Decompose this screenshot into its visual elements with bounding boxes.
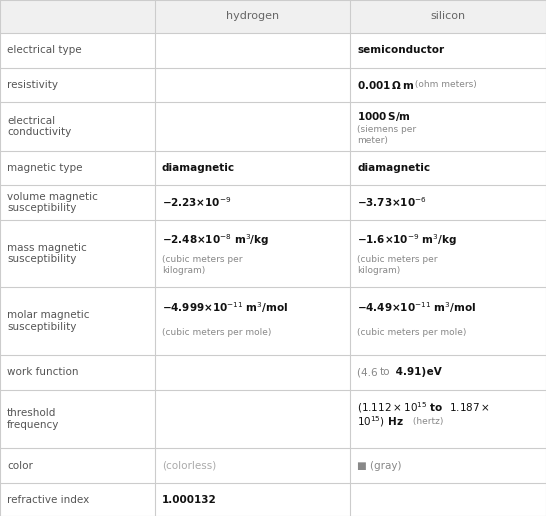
Text: ■ (gray): ■ (gray) <box>357 461 401 471</box>
Text: electrical
conductivity: electrical conductivity <box>7 116 71 137</box>
Text: color: color <box>7 461 33 471</box>
Text: work function: work function <box>7 367 79 377</box>
Text: to: to <box>380 367 390 377</box>
Text: (hertz): (hertz) <box>410 417 443 427</box>
Text: hydrogen: hydrogen <box>226 11 279 22</box>
Text: molar magnetic
susceptibility: molar magnetic susceptibility <box>7 311 90 332</box>
Text: (cubic meters per
kilogram): (cubic meters per kilogram) <box>162 255 242 275</box>
Bar <box>0 0 546 33</box>
Text: diamagnetic: diamagnetic <box>357 163 430 173</box>
Text: diamagnetic: diamagnetic <box>162 163 235 173</box>
Text: (cubic meters per mole): (cubic meters per mole) <box>162 328 271 337</box>
Text: $(1.112\times10^{15}$ to  $1.187\times$: $(1.112\times10^{15}$ to $1.187\times$ <box>357 400 490 415</box>
Text: resistivity: resistivity <box>7 80 58 90</box>
Text: refractive index: refractive index <box>7 494 89 505</box>
Text: (colorless): (colorless) <box>162 461 216 471</box>
Text: (cubic meters per
kilogram): (cubic meters per kilogram) <box>357 255 437 275</box>
Text: $\mathbf{0.001\,\Omega\,m}$: $\mathbf{0.001\,\Omega\,m}$ <box>357 79 414 91</box>
Text: $10^{15})$ Hz: $10^{15})$ Hz <box>357 414 404 429</box>
Text: $\mathbf{1000\,S/m}$: $\mathbf{1000\,S/m}$ <box>357 110 411 123</box>
Text: −4.999×10$^{-11}$ m$^3$/mol: −4.999×10$^{-11}$ m$^3$/mol <box>162 300 288 315</box>
Text: (cubic meters per mole): (cubic meters per mole) <box>357 328 466 337</box>
Text: electrical type: electrical type <box>7 45 81 55</box>
Text: −3.73×10$^{-6}$: −3.73×10$^{-6}$ <box>357 196 427 209</box>
Text: −2.48×10$^{-8}$ m$^3$/kg: −2.48×10$^{-8}$ m$^3$/kg <box>162 232 269 248</box>
Text: −4.49×10$^{-11}$ m$^3$/mol: −4.49×10$^{-11}$ m$^3$/mol <box>357 300 476 315</box>
Text: mass magnetic
susceptibility: mass magnetic susceptibility <box>7 243 87 265</box>
Text: −1.6×10$^{-9}$ m$^3$/kg: −1.6×10$^{-9}$ m$^3$/kg <box>357 232 457 248</box>
Text: (ohm meters): (ohm meters) <box>412 80 477 89</box>
Text: volume magnetic
susceptibility: volume magnetic susceptibility <box>7 192 98 214</box>
Text: eV: eV <box>423 367 442 377</box>
Text: 1.000132: 1.000132 <box>162 494 217 505</box>
Text: semiconductor: semiconductor <box>357 45 444 55</box>
Text: −2.23×10$^{-9}$: −2.23×10$^{-9}$ <box>162 196 232 209</box>
Text: threshold
frequency: threshold frequency <box>7 408 60 430</box>
Text: (4.6: (4.6 <box>357 367 381 377</box>
Text: magnetic type: magnetic type <box>7 163 82 173</box>
Text: (siemens per
meter): (siemens per meter) <box>357 125 416 145</box>
Text: 4.91): 4.91) <box>392 367 426 377</box>
Text: silicon: silicon <box>430 11 466 22</box>
